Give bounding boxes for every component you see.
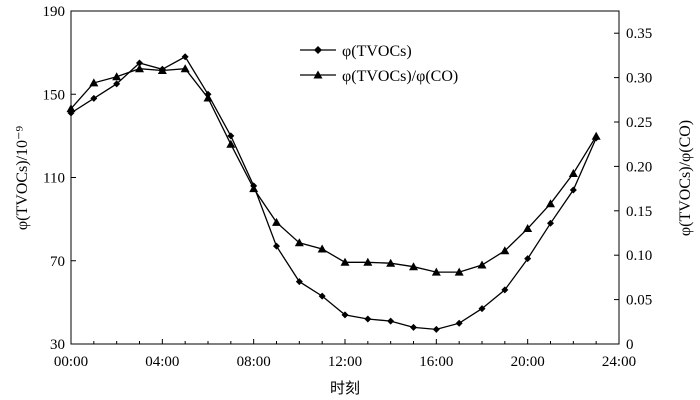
tvocs-point <box>113 80 121 88</box>
ratio-point <box>294 238 304 247</box>
y-right-tick-label: 0 <box>626 337 634 353</box>
tvocs-point <box>524 255 532 263</box>
tvocs-point <box>227 132 235 140</box>
legend: φ(TVOCs) φ(TVOCs)/φ(CO) <box>300 43 458 85</box>
ratio-point <box>523 224 533 233</box>
ratio-point <box>477 260 487 269</box>
x-tick-label: 20:00 <box>511 354 545 370</box>
y-left-tick-label: 30 <box>50 337 65 353</box>
ratio-point <box>272 217 281 226</box>
x-axis-label: 时刻 <box>330 379 360 397</box>
y-right-tick-label: 0.30 <box>626 71 652 87</box>
y-right-tick-label: 0.25 <box>626 115 652 131</box>
tvocs-point <box>387 317 395 325</box>
ratio-point <box>180 64 190 73</box>
tvocs-point <box>318 292 326 300</box>
tvocs-point <box>341 311 349 319</box>
y-right-tick-label: 0.05 <box>626 293 652 309</box>
tvocs-point <box>478 305 486 313</box>
ratio-point <box>317 244 327 253</box>
ratio-point <box>157 65 167 74</box>
ratio-point <box>203 93 213 102</box>
ratio-point <box>568 169 578 178</box>
tvocs-point <box>136 59 143 67</box>
ratio-point <box>249 184 259 193</box>
ratio-point <box>226 139 236 148</box>
right-axis-ticks: 0 0.05 0.10 0.15 0.20 0.25 0.30 0.35 <box>614 26 652 353</box>
ratio-point <box>135 64 144 73</box>
tvocs-point <box>273 242 280 250</box>
ratio-point <box>454 267 464 276</box>
tvocs-point <box>455 319 463 327</box>
y-left-tick-label: 150 <box>43 87 66 103</box>
x-tick-label: 12:00 <box>328 354 362 370</box>
series-line-ratio <box>70 68 597 273</box>
x-tick-label: 24:00 <box>602 354 636 370</box>
y-left-tick-label: 70 <box>50 254 65 270</box>
tvocs-point <box>569 186 577 194</box>
left-axis-ticks: 30 70 110 150 190 <box>43 4 76 353</box>
ratio-point <box>363 257 373 266</box>
plot-frame <box>70 10 620 345</box>
y-left-tick-label: 190 <box>43 4 66 20</box>
tvocs-point <box>181 53 189 61</box>
ratio-point <box>546 199 555 208</box>
y-axis-right-label: φ(TVOCs)/φ(CO) <box>677 120 694 236</box>
tvocs-point <box>410 323 417 331</box>
y-right-tick-label: 0.10 <box>626 248 652 264</box>
y-right-tick-label: 0.35 <box>626 26 652 42</box>
legend-label-ratio: φ(TVOCs)/φ(CO) <box>342 68 458 85</box>
ratio-point <box>386 258 396 267</box>
x-tick-label: 00:00 <box>54 354 88 370</box>
tvocs-point <box>295 278 303 286</box>
x-tick-label: 04:00 <box>145 354 179 370</box>
legend-diamond-marker <box>314 46 322 54</box>
ratio-point <box>591 131 601 140</box>
tvocs-point <box>501 286 509 294</box>
ratio-point <box>431 267 441 276</box>
y-axis-left-label: φ(TVOCs)/10⁻⁹ <box>14 126 31 231</box>
y-right-tick-label: 0.20 <box>626 159 652 175</box>
x-tick-label: 16:00 <box>419 354 453 370</box>
tvocs-point <box>364 315 372 323</box>
tvocs-point <box>432 325 440 333</box>
y-left-tick-label: 110 <box>43 171 65 187</box>
ratio-point <box>112 72 122 81</box>
tvocs-point <box>547 219 554 227</box>
ratio-point <box>340 257 350 266</box>
legend-triangle-marker <box>313 70 323 79</box>
ratio-point <box>500 246 510 255</box>
tvocs-point <box>90 94 98 102</box>
y-right-tick-label: 0.15 <box>626 204 652 220</box>
series-markers <box>66 53 601 333</box>
ratio-point <box>89 78 99 87</box>
legend-label-tvocs: φ(TVOCs) <box>342 43 412 60</box>
ratio-point <box>409 262 418 271</box>
x-tick-label: 08:00 <box>237 354 271 370</box>
series-lines <box>70 55 597 331</box>
ratio-point <box>66 104 76 113</box>
x-axis-ticks: 00:00 04:00 08:00 12:00 16:00 20:00 24:00 <box>54 339 636 370</box>
series-line-tvocs <box>70 55 597 331</box>
